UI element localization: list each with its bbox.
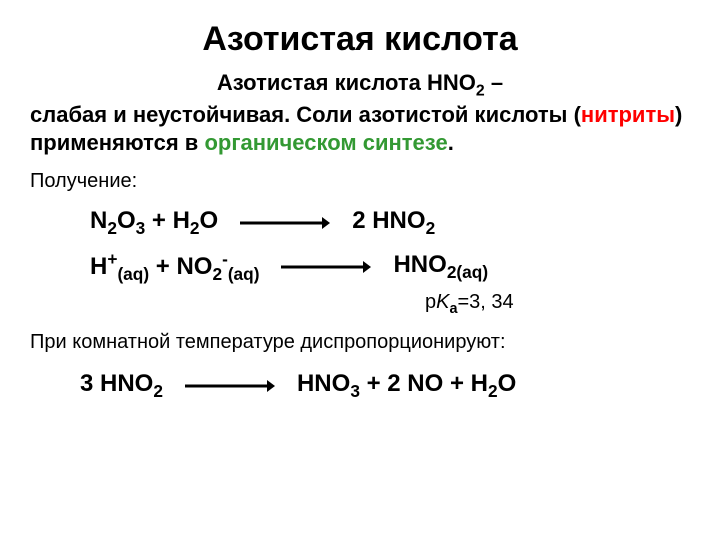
intro-text: Азотистая кислота HNO2 – слабая и неусто…	[30, 69, 690, 156]
pka-p: p	[425, 291, 436, 313]
eq3-right: HNO3 + 2 NO + H2O	[297, 370, 516, 402]
intro-nitrites: нитриты	[581, 102, 675, 127]
intro-line1-sub: 2	[476, 82, 485, 99]
intro-line1a: Азотистая кислота HNO	[217, 70, 476, 95]
eq2-left: H+(aq) + NO2-(aq)	[90, 249, 259, 285]
arrow-icon	[281, 260, 371, 274]
eq1-left: N2O3 + H2O	[90, 207, 218, 239]
intro-part2a: слабая и неустойчивая. Соли азотистой ки…	[30, 102, 581, 127]
disproportionation-note: При комнатной температуре диспропорциони…	[30, 331, 690, 354]
equation-2: H+(aq) + NO2-(aq) HNO2(aq)	[30, 249, 690, 285]
section-label: Получение:	[30, 170, 690, 193]
eq1-right: 2 HNO2	[352, 207, 435, 239]
equation-3: 3 HNO2 HNO3 + 2 NO + H2O	[30, 370, 690, 402]
intro-organic: органическом синтезе	[204, 130, 447, 155]
page-title: Азотистая кислота	[30, 20, 690, 59]
eq2-right: HNO2(aq)	[393, 251, 488, 283]
eq3-left: 3 HNO2	[80, 370, 163, 402]
pka-val: =3, 34	[457, 291, 513, 313]
arrow-icon	[240, 216, 330, 230]
intro-part2c: .	[448, 130, 454, 155]
equation-1: N2O3 + H2O 2 HNO2	[30, 207, 690, 239]
pka-value: pKa=3, 34	[30, 291, 690, 317]
intro-line1b: –	[485, 70, 503, 95]
arrow-icon	[185, 379, 275, 393]
pka-k: K	[436, 291, 449, 313]
